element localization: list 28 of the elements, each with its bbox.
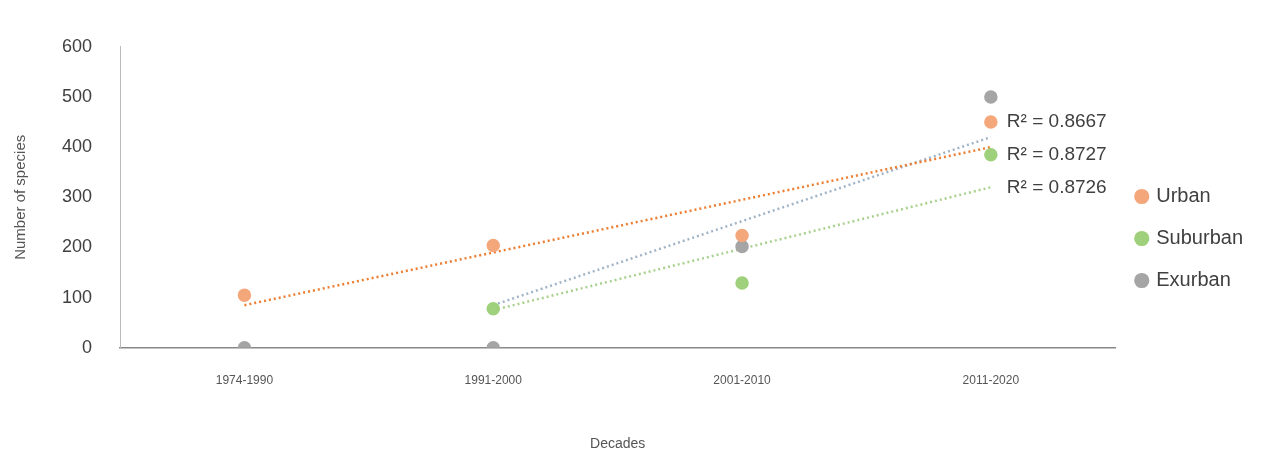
x-axis-title: Decades	[590, 435, 646, 452]
y-tick-label: 500	[61, 85, 93, 106]
legend-label: Urban	[1156, 184, 1211, 207]
x-tick-label: 1974-1990	[215, 373, 274, 388]
y-axis-title: Number of species	[11, 134, 29, 260]
point	[735, 276, 749, 290]
x-tick-label: 2011-2020	[962, 373, 1020, 388]
annotation: R² = 0.8667	[1006, 110, 1107, 132]
point	[984, 115, 998, 129]
y-tick-label: 400	[61, 136, 93, 157]
annotation: R² = 0.8726	[1006, 175, 1107, 197]
y-tick-label: 600	[61, 35, 93, 56]
point	[735, 228, 749, 243]
x-tick-label: 2001-2010	[713, 373, 772, 388]
legend-label: Exurban	[1156, 268, 1231, 291]
legend-label: Suburban	[1156, 226, 1244, 249]
annotation: R² = 0.8727	[1006, 142, 1107, 164]
point	[984, 147, 998, 162]
point	[486, 238, 500, 253]
point	[735, 239, 749, 254]
y-tick-label: 200	[61, 236, 93, 257]
y-tick-label: 100	[61, 286, 93, 307]
y-tick-label: 0	[82, 336, 93, 357]
point	[237, 288, 252, 302]
x-tick-label: 1991-2000	[464, 373, 523, 388]
point	[984, 90, 998, 104]
y-tick-label: 300	[61, 186, 93, 207]
point	[486, 301, 500, 316]
